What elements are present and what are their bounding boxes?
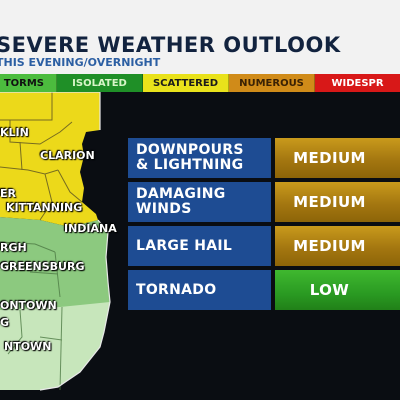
category-isolated: ISOLATED bbox=[57, 74, 143, 92]
category-scattered: SCATTERED bbox=[143, 74, 229, 92]
city-kittanning: KITTANNING bbox=[6, 201, 83, 214]
header: SEVERE WEATHER OUTLOOK THIS EVENING/OVER… bbox=[0, 0, 400, 74]
risk-row-damaging-winds: DAMAGING WINDS MEDIUM bbox=[128, 182, 400, 222]
zone-green bbox=[0, 217, 110, 310]
risk-row-downpours: DOWNPOURS & LIGHTNING MEDIUM bbox=[128, 138, 400, 178]
risk-label-line2: WINDS bbox=[136, 201, 192, 217]
risk-label-line1: LARGE HAIL bbox=[136, 237, 233, 254]
risk-level-badge: MEDIUM bbox=[275, 138, 400, 178]
risk-label: DAMAGING WINDS bbox=[128, 182, 271, 222]
city-greensburg: GREENSBURG bbox=[0, 260, 85, 273]
map-graphic bbox=[0, 92, 130, 400]
risk-label-line1: DAMAGING bbox=[136, 186, 226, 202]
city-clarion: CLARION bbox=[40, 149, 95, 162]
risk-label: LARGE HAIL bbox=[128, 226, 271, 266]
city-partial: G bbox=[0, 316, 10, 329]
city-morgantown: NTOWN bbox=[4, 340, 52, 353]
city-indiana: INDIANA bbox=[64, 222, 117, 235]
category-widespread: WIDESPR bbox=[315, 74, 400, 92]
risk-level-badge: LOW bbox=[275, 270, 400, 310]
risk-row-large-hail: LARGE HAIL MEDIUM bbox=[128, 226, 400, 266]
risk-label-line1: TORNADO bbox=[136, 281, 217, 298]
city-uniontown: ONTOWN bbox=[0, 299, 57, 312]
page-title: SEVERE WEATHER OUTLOOK bbox=[0, 33, 341, 57]
zone-yellow bbox=[0, 92, 100, 227]
risk-label-line2: & LIGHTNING bbox=[136, 157, 244, 173]
category-numerous: NUMEROUS bbox=[229, 74, 315, 92]
risk-label-line1: DOWNPOURS bbox=[136, 142, 244, 158]
risk-level-badge: MEDIUM bbox=[275, 182, 400, 222]
risk-category-legend: TORMS ISOLATED SCATTERED NUMEROUS WIDESP… bbox=[0, 74, 400, 92]
risk-row-tornado: TORNADO LOW bbox=[128, 270, 400, 310]
category-storms: TORMS bbox=[0, 74, 57, 92]
risk-level-badge: MEDIUM bbox=[275, 226, 400, 266]
outlook-map: KLIN CLARION ER KITTANNING INDIANA RGH G… bbox=[0, 92, 130, 400]
risk-label: DOWNPOURS & LIGHTNING bbox=[128, 138, 271, 178]
page-subtitle: THIS EVENING/OVERNIGHT bbox=[0, 56, 161, 69]
city-butler: ER bbox=[0, 187, 16, 200]
city-franklin: KLIN bbox=[0, 126, 29, 139]
city-pittsburgh: RGH bbox=[0, 241, 27, 254]
zone-light-green bbox=[0, 297, 110, 390]
risk-label: TORNADO bbox=[128, 270, 271, 310]
